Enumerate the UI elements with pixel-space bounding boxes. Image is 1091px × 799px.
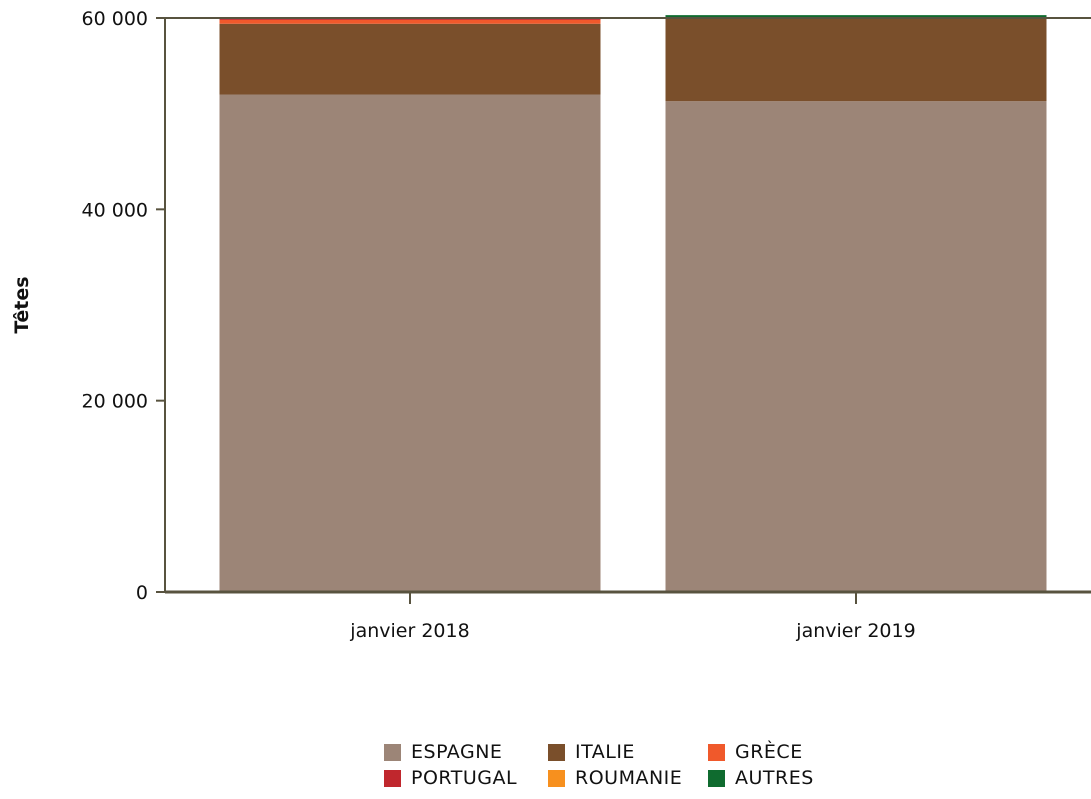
x-tick-label: janvier 2018 [349,620,469,642]
legend-label: ITALIE [575,741,635,763]
legend-label: ROUMANIE [575,767,683,789]
legend-item-grèce: GRÈCE [708,741,848,763]
legend-item-portugal: PORTUGAL [384,767,548,789]
legend-label: PORTUGAL [411,767,518,789]
legend-item-roumanie: ROUMANIE [548,767,708,789]
legend-label: ESPAGNE [411,741,503,763]
legend-item-autres: AUTRES [708,767,848,789]
legend-swatch [708,743,725,761]
x-tick-label: janvier 2019 [795,620,915,642]
bars-layer [219,15,1047,593]
legend-item-espagne: ESPAGNE [384,741,548,763]
legend-item-italie: ITALIE [548,741,708,763]
stacked-bar-chart: 0 20 000 40 000 60 000 janvier 2018 janvier 2… [11,8,1091,642]
bar-italie-0 [219,23,601,95]
bar-espagne-0 [219,94,601,593]
legend-swatch [548,769,565,787]
legend-swatch [708,769,725,787]
legend-label: GRÈCE [735,741,803,763]
legend-label: AUTRES [735,767,814,789]
bar-grèce-0 [219,19,601,24]
axes-layer: 0 20 000 40 000 60 000 janvier 2018 janvier 2… [82,8,1091,642]
bar-espagne-1 [665,101,1047,592]
legend-swatch [384,743,401,761]
legend-swatch [384,769,401,787]
y-tick-label: 0 [136,582,148,604]
y-tick-label: 60 000 [82,8,148,30]
legend: ESPAGNE ITALIE GRÈCE PORTUGAL ROUMANIE AUTRES [384,741,848,789]
y-tick-label: 40 000 [82,199,148,221]
legend-swatch [548,743,565,761]
y-tick-label: 20 000 [82,391,148,413]
bar-portugal-0 [219,18,601,20]
bar-autres-1 [665,15,1047,18]
y-axis-title: Têtes [11,276,33,333]
bar-italie-1 [665,18,1047,102]
